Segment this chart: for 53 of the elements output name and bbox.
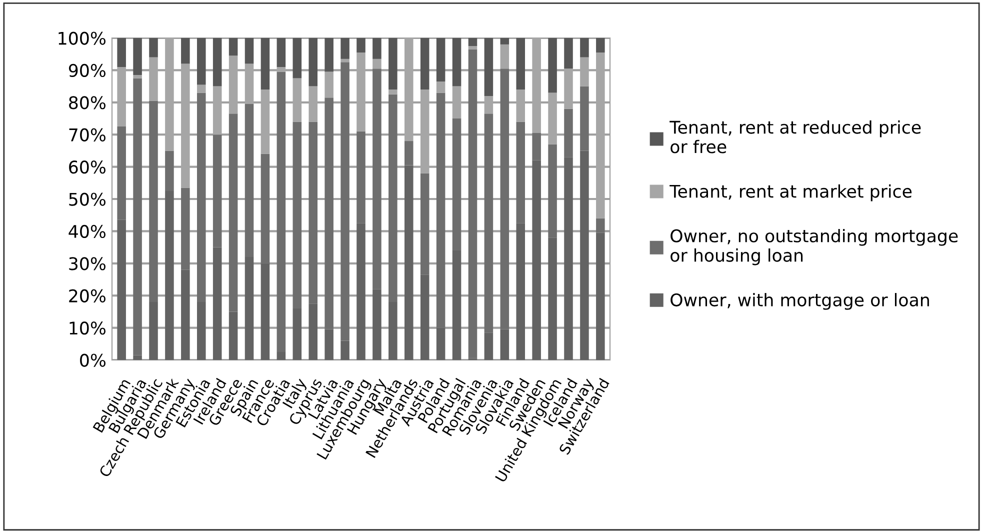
bar: [276, 38, 286, 67]
legend-label: Owner, no outstanding mortgage or housing loan: [670, 228, 958, 266]
bar: [548, 38, 557, 93]
bar: [420, 38, 430, 90]
y-tick-label: 90%: [68, 64, 106, 78]
bar: [388, 38, 398, 90]
bar: [596, 38, 605, 52]
y-tick-label: 0%: [80, 354, 106, 367]
bar: [133, 38, 142, 76]
bar: [260, 38, 270, 90]
y-tick-label: 20%: [69, 289, 106, 302]
bar: [228, 38, 238, 56]
bar: [196, 84, 206, 93]
y-tick-label: 70%: [69, 128, 106, 142]
bar: [484, 38, 494, 96]
y-tick-label: 50%: [69, 192, 106, 206]
bar: [500, 38, 510, 44]
bar: [324, 72, 334, 98]
bar: [308, 38, 318, 86]
bar: [468, 46, 478, 50]
bar: [212, 38, 222, 86]
bar: [388, 90, 398, 94]
bar: [133, 75, 142, 78]
bar: [340, 58, 350, 62]
bar: [149, 38, 158, 58]
bar: [340, 38, 350, 59]
legend-label: Owner, with mortgage or loan: [670, 293, 929, 310]
bar: [564, 38, 573, 69]
bar: [468, 38, 478, 46]
legend-label: Tenant, rent at reduced price or free: [670, 120, 921, 154]
bar: [436, 81, 446, 93]
y-tick-label: 40%: [68, 224, 106, 238]
bar: [356, 38, 366, 52]
bar: [468, 49, 478, 358]
bar: [181, 38, 190, 64]
bar: [516, 38, 526, 90]
bar: [372, 58, 382, 69]
bar: [372, 38, 382, 59]
legend-label: Tenant, rent at market price: [670, 184, 912, 202]
y-tick-label: 10%: [70, 322, 106, 335]
y-tick-label: 80%: [69, 96, 106, 110]
bar: [244, 38, 254, 64]
bar: [292, 38, 302, 78]
y-tick-label: 100%: [58, 32, 106, 45]
bar: [196, 38, 206, 85]
bar: [117, 38, 126, 67]
y-tick-label: 60%: [69, 160, 106, 174]
bar: [500, 44, 510, 69]
bar: [580, 38, 589, 58]
bar: [436, 38, 446, 82]
y-tick-label: 30%: [69, 257, 106, 270]
bar: [324, 38, 334, 72]
bar: [452, 38, 462, 86]
